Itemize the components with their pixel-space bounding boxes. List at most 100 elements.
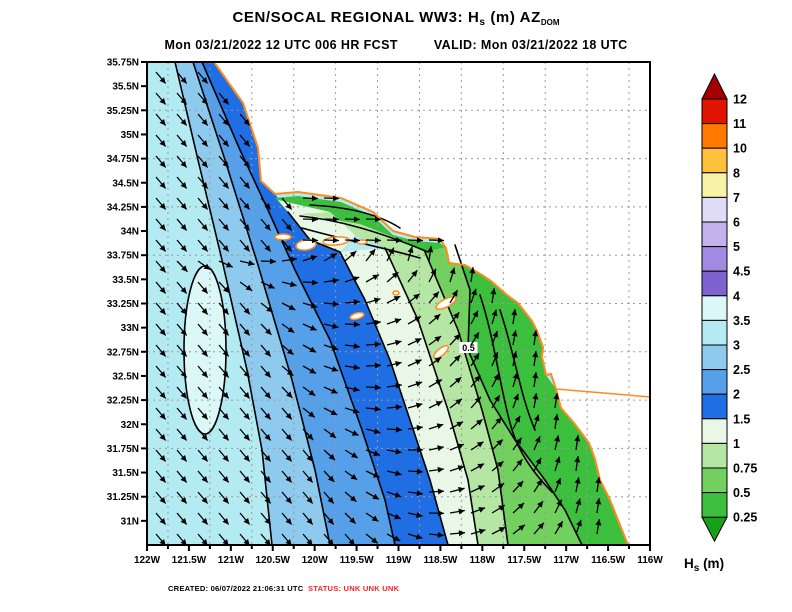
- title-subscript-s: s: [479, 17, 486, 28]
- lon-tick-label: 122W: [134, 555, 161, 566]
- island: [274, 233, 292, 241]
- lat-tick-label: 33N: [121, 323, 139, 334]
- lat-tick-label: 32.75N: [107, 347, 139, 358]
- lon-tick-label: 120.5W: [256, 555, 291, 566]
- lat-tick-label: 34.75N: [107, 154, 139, 165]
- title-text-2: (m) AZ: [485, 9, 541, 26]
- colorbar-tick-label: 7: [733, 191, 740, 205]
- island: [435, 295, 457, 311]
- colorbar-tick-label: 2.5: [733, 363, 750, 377]
- colorbar-title-units: (m): [699, 556, 725, 571]
- coastline: [213, 61, 629, 546]
- colorbar-tick-label: 4: [733, 289, 740, 303]
- lon-tick-label: 118.5W: [423, 555, 457, 566]
- status-text: STATUS: UNK UNK UNK: [308, 583, 400, 593]
- colorbar-cell: [701, 467, 728, 494]
- lat-tick-label: 34N: [121, 227, 139, 238]
- colorbar-cell: [701, 418, 728, 444]
- colorbar-tick-label: 1: [733, 437, 740, 451]
- colorbar-tick-label: 4.5: [733, 265, 750, 279]
- lat-tick-label: 33.25N: [107, 299, 139, 310]
- colorbar-tick-label: 12: [733, 93, 747, 107]
- lon-tick-label: 120W: [302, 555, 329, 566]
- lat-tick-label: 34.5N: [112, 178, 139, 189]
- colorbar-tick-label: 0.5: [733, 486, 750, 500]
- colorbar-cell: [701, 246, 728, 272]
- title-text: CEN/SOCAL REGIONAL WW3: H: [232, 9, 480, 26]
- lat-tick-label: 35.5N: [112, 82, 139, 93]
- credits-block: CREATED: 06/07/2022 21:06:31 UTC STATUS:…: [168, 565, 427, 612]
- wave-direction-arrows: [155, 71, 602, 546]
- colorbar-cell: [701, 98, 728, 125]
- colorbar-title: Hs (m): [684, 556, 724, 574]
- lon-tick-label: 118W: [470, 555, 496, 566]
- colorbar-tick-label: 5: [733, 240, 740, 254]
- coastline-layer: [213, 61, 651, 546]
- lat-tick-label: 35.75N: [107, 58, 139, 69]
- colorbar-tick-label: 0.25: [733, 511, 757, 525]
- lon-tick-label: 119W: [386, 555, 412, 566]
- lat-tick-label: 35.25N: [107, 106, 139, 117]
- colorbar: 12 11 10 8 7 6 5 4.5 4 3.5 3 2.5 2 1.5 1 0.75 0.5 0.25: [701, 72, 757, 543]
- colorbar-cell: [701, 123, 728, 149]
- border-line: [555, 388, 651, 398]
- lon-tick-label: 117W: [553, 555, 579, 566]
- colorbar-cell: [701, 319, 728, 346]
- colorbar-tick-label: 1.5: [733, 412, 750, 426]
- contour-label: 0.5: [459, 342, 478, 353]
- colorbar-title-h: H: [684, 556, 694, 571]
- lat-tick-label: 31N: [121, 516, 139, 527]
- island: [349, 311, 365, 321]
- lat-tick-label: 35N: [121, 130, 139, 141]
- lon-tick-label: 116W: [637, 555, 663, 566]
- colorbar-cell: [701, 295, 728, 321]
- colorbar-cell: [701, 147, 728, 174]
- lat-tick-label: 32.5N: [112, 371, 139, 382]
- colorbar-cell: [701, 344, 728, 371]
- island: [432, 344, 450, 360]
- axes: 35.75N 35.5N 35.25N 35N 34.75N 34.5N 34.25N 34N…: [107, 58, 664, 567]
- lon-tick-label: 121.5W: [172, 555, 207, 566]
- created-timestamp: CREATED: 06/07/2022 21:06:31 UTC: [168, 583, 309, 593]
- colorbar-cell: [701, 221, 728, 248]
- lat-tick-label: 33.5N: [112, 275, 139, 286]
- lat-tick-label: 32.25N: [107, 396, 139, 407]
- colorbar-tick-label: 8: [733, 166, 740, 180]
- lon-tick-label: 116.5W: [591, 555, 625, 566]
- lat-tick-label: 32N: [121, 420, 139, 431]
- colorbar-cell: [701, 492, 728, 518]
- colorbar-top-arrow: [701, 72, 728, 100]
- title-subscript-dom: DOM: [540, 18, 560, 27]
- land-area: [214, 62, 650, 545]
- colorbar-tick-label: 11: [733, 117, 746, 131]
- page-title: CEN/SOCAL REGIONAL WW3: Hs (m) AZDOM: [0, 9, 792, 28]
- lon-tick-label: 121W: [218, 555, 245, 566]
- contour-value-label: 0.5: [462, 343, 475, 353]
- lon-tick-label: 119.5W: [340, 555, 374, 566]
- valid-time-label: VALID: Mon 03/21/2022 18 UTC: [433, 38, 628, 52]
- lon-tick-label: 117.5W: [507, 555, 541, 566]
- lat-tick-label: 31.25N: [107, 492, 139, 503]
- colorbar-tick-label: 0.75: [733, 462, 757, 476]
- lat-tick-label: 31.75N: [107, 444, 139, 455]
- colorbar-tick-label: 3: [733, 339, 740, 353]
- contour-lines: 0.5: [174, 61, 583, 546]
- colorbar-tick-label: 2: [733, 388, 740, 402]
- colorbar-cell: [701, 369, 728, 395]
- colorbar-title-subscript: s: [693, 563, 700, 574]
- colorbar-bottom-arrow: [701, 516, 728, 543]
- colorbar-cell: [701, 393, 728, 420]
- colorbar-cell: [701, 442, 728, 469]
- island: [392, 290, 400, 296]
- init-time-label: Mon 03/21/2022 12 UTC 006 HR FCST: [164, 38, 398, 52]
- colorbar-tick-label: 6: [733, 216, 740, 230]
- lat-tick-label: 31.5N: [112, 468, 139, 479]
- colorbar-tick-label: 10: [733, 142, 747, 156]
- colorbar-tick-label: 3.5: [733, 314, 750, 328]
- forecast-time-line: Mon 03/21/2022 12 UTC 006 HR FCST VALID:…: [0, 38, 792, 52]
- colorbar-cell: [701, 172, 728, 198]
- lat-tick-label: 34.25N: [107, 202, 139, 213]
- colorbar-cell: [701, 270, 728, 297]
